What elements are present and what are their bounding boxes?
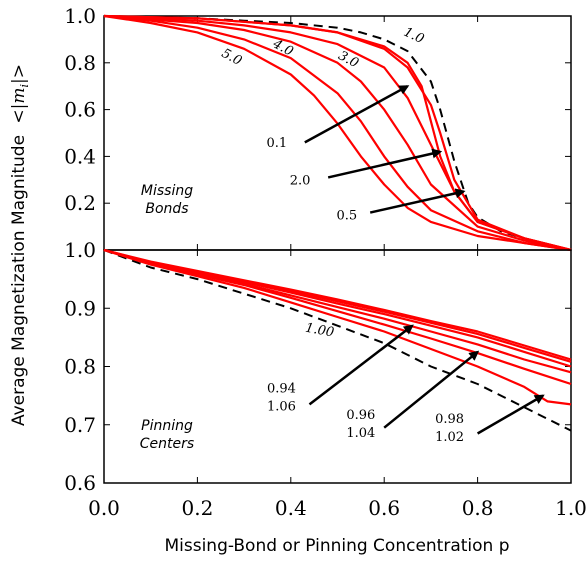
annotation-label: 1.06	[267, 400, 296, 415]
x-tick-labels: 0.0 0.2 0.4 0.6 0.8 1.0	[88, 496, 587, 520]
missing-bonds-series-group	[103, 14, 572, 252]
y-tick-label: 0.2	[64, 191, 96, 215]
y-tick-label: 0.7	[64, 413, 96, 437]
series-line-3.0	[103, 14, 572, 252]
y-axis-label: Average Magnetization Magnitude <|mi|>	[9, 64, 31, 426]
x-tick-label: 0.2	[181, 496, 213, 520]
y-tick-label: 0.6	[64, 98, 96, 122]
y-tick-label: 0.6	[64, 471, 96, 495]
curve-label: 1.00	[304, 321, 335, 341]
curve-label: 3.0	[336, 48, 361, 71]
curve-label: 5.0	[219, 46, 244, 69]
panel-note: Bonds	[145, 201, 188, 217]
series-line-1.00	[103, 249, 572, 432]
x-tick-label: 1.0	[555, 496, 587, 520]
series-line-0.5	[103, 14, 572, 252]
annotation-arrow	[327, 148, 443, 179]
x-tick-label: 0.6	[368, 496, 400, 520]
panel-note: Centers	[140, 436, 194, 452]
annotation-label: 0.96	[346, 408, 375, 423]
annotation-label: 2.0	[290, 173, 311, 188]
annotation-arrow	[308, 324, 414, 406]
annotation-label: 0.94	[267, 382, 296, 397]
pinning-centers-series-group	[103, 248, 572, 432]
x-tick-label: 0.8	[462, 496, 494, 520]
annotation-label: 0.98	[435, 412, 464, 427]
x-tick-label: 0.0	[88, 496, 120, 520]
y-tick-label: 1.0	[64, 4, 96, 28]
annotation-arrow	[383, 350, 480, 429]
y-tick-label: 0.8	[64, 51, 96, 75]
panel-note: Pinning	[141, 418, 193, 434]
x-axis-label: Missing-Bond or Pinning Concentration p	[164, 536, 509, 556]
annotation-label: 0.1	[266, 136, 287, 151]
panel-pinning-centers: 1.0 0.9 0.8 0.7 0.6 1.00 0.94 1.06 0.96 1.04 0.98 1…	[64, 238, 572, 495]
annotation-arrow	[369, 188, 466, 214]
y-tick-label: 0.8	[64, 355, 96, 379]
series-line-0.98	[103, 248, 572, 406]
y-tick-label: 0.9	[64, 296, 96, 320]
panel-missing-bonds: 1.0 0.8 0.6 0.4 0.2 1.0 3.0 4.0 5.0 0.1 2.0 0.5 Miss…	[64, 4, 572, 252]
annotation-arrow	[304, 85, 410, 144]
curve-label: 4.0	[269, 36, 295, 59]
x-tick-label: 0.4	[275, 496, 307, 520]
annotation-arrow	[476, 394, 545, 435]
panel-note: Missing	[141, 183, 193, 199]
annotation-label: 0.5	[336, 209, 357, 224]
y-tick-label: 0.4	[64, 144, 96, 168]
curve-label: 1.0	[401, 25, 426, 47]
series-line-5.0	[103, 14, 572, 252]
series-line-1.06	[103, 248, 572, 361]
annotation-label: 1.02	[435, 430, 464, 445]
series-line-4.0	[103, 14, 572, 252]
y-tick-label: 1.0	[64, 238, 96, 262]
annotation-label: 1.04	[346, 426, 375, 441]
